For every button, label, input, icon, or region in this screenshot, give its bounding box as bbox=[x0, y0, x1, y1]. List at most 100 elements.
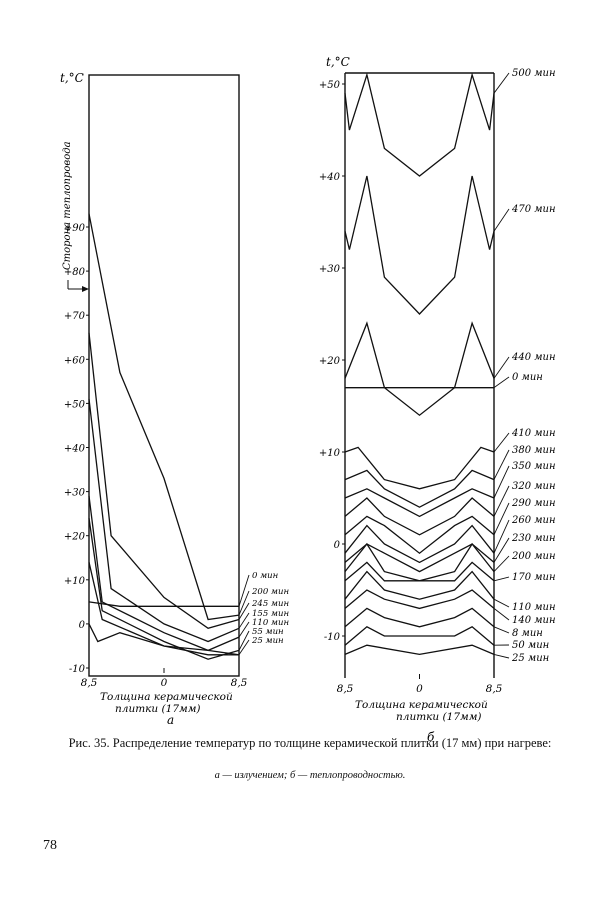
x-tick-label: 8,5 bbox=[486, 683, 503, 695]
series-label: 500 мин bbox=[512, 68, 556, 79]
series-label: 440 мин bbox=[511, 352, 556, 363]
figure-subcaption: а — излучением; б — теплопроводностью. bbox=[214, 770, 406, 781]
y-tick-label: +10 bbox=[319, 448, 341, 459]
series-line bbox=[344, 497, 495, 536]
series-line bbox=[88, 213, 240, 621]
series-label-leader bbox=[493, 653, 510, 659]
series-line bbox=[344, 607, 495, 628]
series-line bbox=[88, 601, 239, 607]
series-label-leader bbox=[238, 639, 250, 656]
series-line bbox=[88, 518, 240, 660]
series-label: 410 мин bbox=[511, 428, 556, 439]
series-label: 25 мин bbox=[251, 636, 284, 646]
x-tick-label: 8,5 bbox=[231, 677, 248, 689]
series-label-leader bbox=[493, 555, 510, 572]
y-tick-label: +80 bbox=[64, 267, 86, 278]
series-label: 25 мин bbox=[511, 653, 549, 664]
series-line bbox=[344, 561, 495, 582]
y-tick-label: +20 bbox=[319, 356, 341, 367]
series-line bbox=[345, 386, 494, 417]
panel-a-xlabel-line1: Толщина керамической bbox=[100, 691, 233, 703]
series-label-leader bbox=[493, 502, 510, 535]
panel-b-xlabel-line2: плитки (17мм) bbox=[396, 711, 482, 723]
series-label-leader bbox=[238, 574, 250, 607]
panel-b-xlabel-line1: Толщина керамической bbox=[355, 699, 488, 711]
series-label-leader bbox=[238, 621, 250, 638]
series-label-leader bbox=[493, 356, 510, 379]
series-label: 0 мин bbox=[252, 571, 278, 581]
series-label-leader bbox=[238, 602, 250, 620]
y-tick-label: +30 bbox=[319, 264, 341, 275]
series-line bbox=[344, 543, 495, 573]
series-line bbox=[88, 623, 240, 656]
series-label-leader bbox=[493, 519, 510, 554]
series-label: 8 мин bbox=[512, 628, 543, 639]
panel-a-side-arrowhead bbox=[82, 286, 89, 292]
series-label-leader bbox=[493, 376, 510, 388]
series-line bbox=[344, 175, 495, 315]
series-label-leader bbox=[493, 432, 510, 453]
series-label: 170 мин bbox=[512, 572, 556, 583]
series-line bbox=[344, 488, 495, 518]
series-label-leader bbox=[238, 612, 250, 629]
y-tick-label: +10 bbox=[64, 576, 86, 587]
series-label-leader bbox=[493, 208, 510, 232]
series-line bbox=[344, 72, 495, 177]
series-label: 470 мин bbox=[511, 204, 556, 215]
y-tick-label: 0 bbox=[79, 620, 86, 631]
series-line bbox=[88, 332, 240, 630]
series-line bbox=[344, 644, 495, 656]
series-label-leader bbox=[493, 626, 510, 634]
series-label-leader bbox=[493, 485, 510, 517]
series-label: 200 мин bbox=[251, 587, 289, 597]
series-label: 320 мин bbox=[512, 481, 556, 492]
y-tick-label: +40 bbox=[64, 444, 86, 455]
series-line bbox=[344, 626, 495, 646]
y-tick-label: +20 bbox=[64, 532, 86, 543]
series-label-leader bbox=[493, 72, 510, 94]
series-label: 110 мин bbox=[512, 602, 556, 613]
series-label: 0 мин bbox=[512, 372, 543, 383]
series-label-leader bbox=[493, 449, 510, 480]
y-tick-label: +40 bbox=[319, 172, 341, 183]
series-line bbox=[344, 589, 495, 610]
series-line bbox=[344, 524, 495, 564]
panel-a-frame bbox=[88, 74, 240, 677]
series-label-leader bbox=[238, 590, 250, 616]
x-tick-label: 0 bbox=[416, 683, 423, 695]
panel-a: t,°C Сторона теплопровода +90 +80 +70 +60 +5… bbox=[60, 71, 289, 727]
y-tick-label: +50 bbox=[64, 399, 86, 410]
panel-b: t,°C +50 +40 +30 +20 +10 0 -10 8,5 0 8,5 500 мин… bbox=[319, 55, 556, 744]
series-label: 230 мин bbox=[511, 533, 556, 544]
series-label: 50 мин bbox=[512, 640, 549, 651]
panel-a-ylabel: t,°C bbox=[60, 71, 84, 85]
series-label: 155 мин bbox=[252, 609, 289, 619]
series-label-leader bbox=[493, 537, 510, 563]
series-label-leader bbox=[493, 598, 510, 608]
series-line bbox=[344, 469, 495, 508]
series-label: 140 мин bbox=[512, 615, 556, 626]
series-label: 350 мин bbox=[512, 461, 556, 472]
series-line bbox=[344, 446, 495, 490]
panel-a-xlabel-line2: плитки (17мм) bbox=[115, 703, 201, 715]
x-tick-label: 8,5 bbox=[337, 683, 354, 695]
figure-caption: Рис. 35. Распределение температур по тол… bbox=[68, 736, 552, 750]
series-label: 110 мин bbox=[252, 618, 289, 628]
series-label-leader bbox=[493, 608, 510, 621]
panel-a-letter: a bbox=[167, 713, 174, 727]
y-tick-label: 0 bbox=[334, 540, 341, 551]
series-line bbox=[88, 398, 240, 643]
series-line bbox=[88, 495, 240, 652]
series-label: 380 мин bbox=[512, 445, 556, 456]
series-label: 55 мин bbox=[252, 627, 284, 637]
panel-a-side-label: Сторона теплопровода bbox=[62, 141, 73, 270]
panel-b-letter: б bbox=[427, 730, 435, 744]
x-tick-label: 8,5 bbox=[81, 677, 98, 689]
y-tick-label: +90 bbox=[64, 223, 86, 234]
panel-b-ylabel: t,°C bbox=[326, 55, 350, 69]
y-tick-label: -10 bbox=[69, 664, 86, 675]
y-tick-label: +70 bbox=[64, 311, 86, 322]
y-tick-label: +30 bbox=[64, 488, 86, 499]
y-tick-label: -10 bbox=[324, 632, 341, 643]
